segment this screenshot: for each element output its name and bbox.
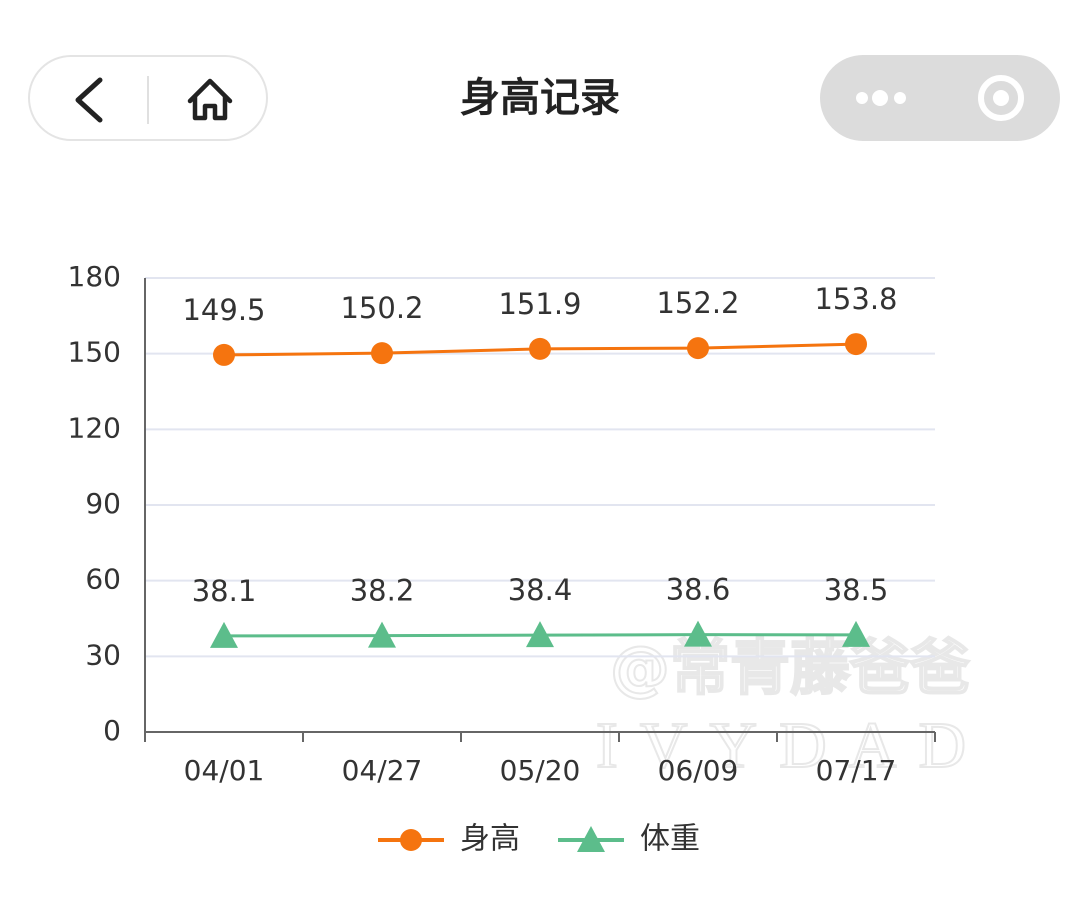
x-tick-label: 04/27 <box>342 754 423 787</box>
home-button[interactable] <box>187 78 233 121</box>
data-label: 153.8 <box>814 282 897 316</box>
x-tick-label: 07/17 <box>816 754 897 787</box>
data-label: 38.1 <box>192 574 257 608</box>
data-label: 38.2 <box>350 574 415 608</box>
data-label: 38.5 <box>824 573 889 607</box>
y-tick-label: 30 <box>85 638 121 671</box>
legend-marker <box>577 826 605 852</box>
x-tick-label: 06/09 <box>658 754 739 787</box>
data-point <box>687 337 709 360</box>
data-point <box>368 621 396 648</box>
more-button[interactable] <box>856 90 906 106</box>
y-tick-label: 180 <box>68 260 121 293</box>
data-label: 151.9 <box>498 287 581 321</box>
x-tick-label: 04/01 <box>184 754 265 787</box>
data-point <box>526 621 554 648</box>
data-point <box>529 337 551 360</box>
legend-marker <box>400 829 422 851</box>
back-button[interactable] <box>75 77 103 123</box>
data-point <box>842 620 870 647</box>
x-tick-label: 05/20 <box>500 754 581 787</box>
close-button[interactable] <box>978 75 1024 121</box>
data-label: 38.4 <box>508 573 573 607</box>
data-point <box>213 343 235 366</box>
data-label: 38.6 <box>666 573 731 607</box>
watermark: IVYDAD <box>596 709 988 782</box>
data-label: 152.2 <box>656 286 739 320</box>
data-point <box>210 621 238 648</box>
y-tick-label: 120 <box>68 411 121 444</box>
data-point <box>684 620 712 647</box>
data-point <box>845 333 867 356</box>
data-label: 150.2 <box>340 291 423 325</box>
data-label: 149.5 <box>182 293 265 327</box>
page-title: 身高记录 <box>460 75 620 121</box>
legend-label: 体重 <box>640 822 700 857</box>
data-point <box>371 342 393 365</box>
y-tick-label: 60 <box>85 563 121 596</box>
y-tick-label: 150 <box>68 336 121 369</box>
watermark: @常青藤爸爸 <box>610 634 970 704</box>
y-tick-label: 90 <box>85 487 121 520</box>
y-tick-label: 0 <box>103 714 121 747</box>
legend-label: 身高 <box>460 822 520 857</box>
